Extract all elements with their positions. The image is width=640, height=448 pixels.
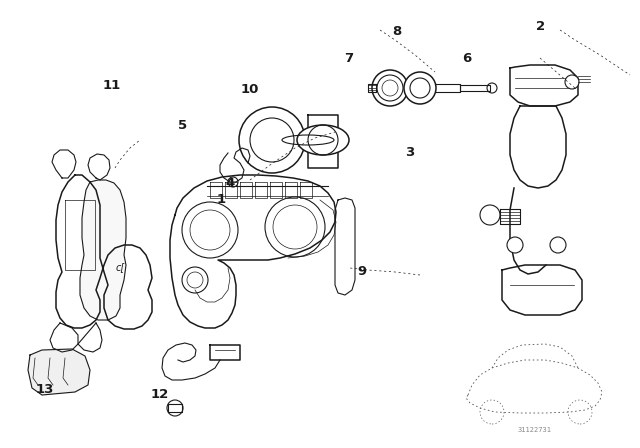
Text: 6: 6 — [463, 52, 472, 65]
Circle shape — [167, 400, 183, 416]
Text: 9: 9 — [357, 264, 366, 278]
Text: 7: 7 — [344, 52, 353, 65]
Polygon shape — [510, 65, 578, 106]
Polygon shape — [510, 106, 566, 188]
Text: 10: 10 — [241, 83, 259, 96]
Polygon shape — [308, 115, 338, 168]
Text: c[: c[ — [115, 262, 125, 272]
Text: 31122731: 31122731 — [518, 427, 552, 433]
Circle shape — [480, 205, 500, 225]
Ellipse shape — [297, 125, 349, 155]
Polygon shape — [170, 175, 336, 328]
Text: 4: 4 — [226, 177, 235, 190]
Text: 1: 1 — [216, 193, 225, 206]
Text: 2: 2 — [536, 20, 545, 34]
Text: 13: 13 — [36, 383, 54, 396]
Polygon shape — [88, 154, 110, 180]
Polygon shape — [335, 198, 355, 295]
Polygon shape — [408, 84, 460, 92]
Polygon shape — [210, 345, 240, 360]
Text: 8: 8 — [392, 25, 401, 38]
Text: 3: 3 — [405, 146, 414, 159]
Polygon shape — [28, 349, 90, 395]
Polygon shape — [50, 323, 78, 352]
Circle shape — [239, 107, 305, 173]
Circle shape — [507, 237, 523, 253]
Polygon shape — [78, 323, 102, 352]
Polygon shape — [52, 150, 76, 178]
Text: 5: 5 — [178, 119, 187, 132]
Text: 11: 11 — [103, 78, 121, 92]
Circle shape — [550, 237, 566, 253]
Polygon shape — [80, 180, 126, 320]
Polygon shape — [168, 404, 182, 412]
Polygon shape — [56, 175, 152, 329]
Circle shape — [372, 70, 408, 106]
Polygon shape — [460, 85, 490, 91]
Text: 12: 12 — [151, 388, 169, 401]
Circle shape — [565, 75, 579, 89]
Polygon shape — [502, 265, 582, 315]
Circle shape — [404, 72, 436, 104]
